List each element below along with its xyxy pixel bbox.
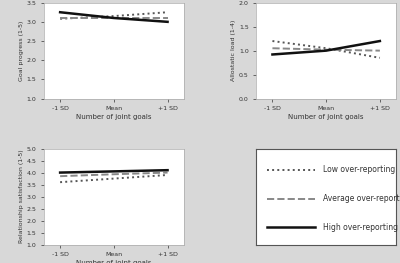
Y-axis label: Allostatic load (1-4): Allostatic load (1-4) [231,20,236,81]
Text: Low over-reporting: Low over-reporting [323,165,396,174]
Y-axis label: Relationship satisfaction (1-5): Relationship satisfaction (1-5) [19,150,24,243]
X-axis label: Number of joint goals: Number of joint goals [76,114,152,120]
Text: High over-reporting: High over-reporting [323,223,398,232]
X-axis label: Number of joint goals: Number of joint goals [76,260,152,263]
X-axis label: Number of joint goals: Number of joint goals [288,114,364,120]
Text: Average over-reporting: Average over-reporting [323,194,400,203]
Y-axis label: Goal progress (1-5): Goal progress (1-5) [19,21,24,81]
